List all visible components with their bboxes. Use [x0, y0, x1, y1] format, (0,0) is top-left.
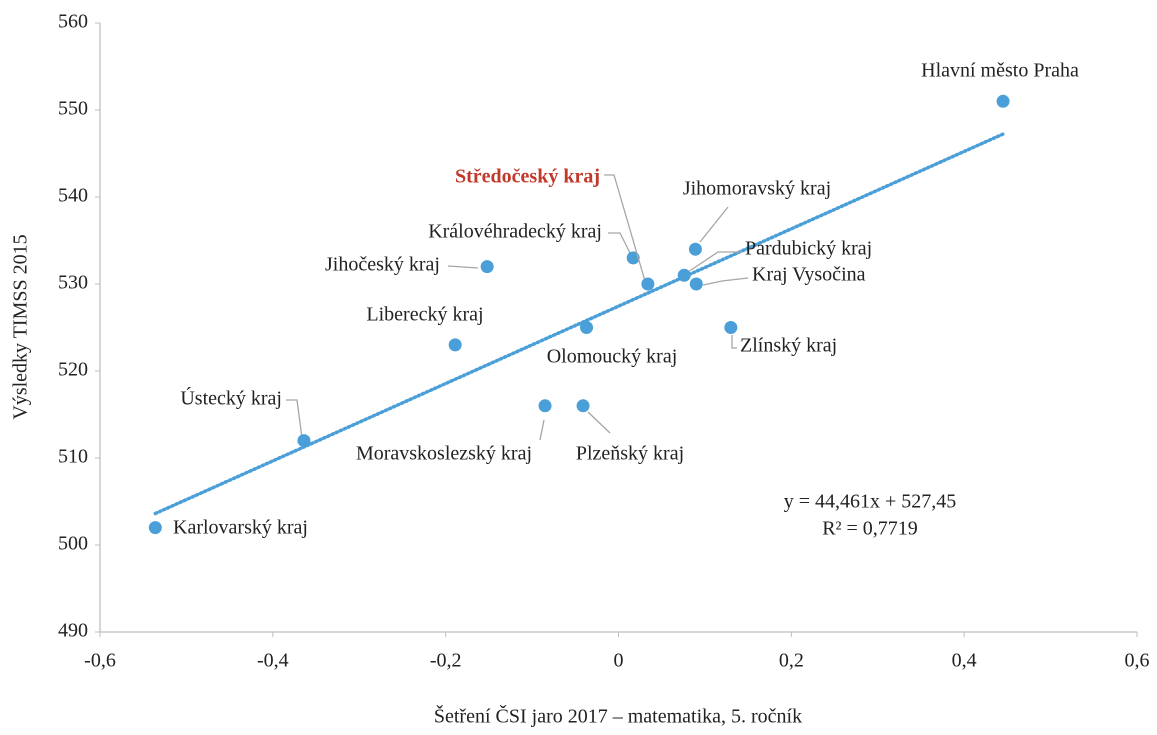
point: [996, 94, 1010, 108]
point-label: Hlavní město Praha: [921, 60, 1079, 82]
leader-line: [447, 265, 479, 269]
point-label: Zlínský kraj: [740, 335, 837, 357]
point: [688, 242, 702, 256]
y-tick-label: 560: [58, 11, 88, 33]
point-label: Ústecký kraj: [180, 386, 282, 410]
y-axis-title: Výsledky TIMSS 2015: [10, 234, 32, 419]
x-axis-title: Šetření ČSI jaro 2017 – matematika, 5. r…: [434, 704, 802, 728]
point-label: Moravskoslezský kraj: [356, 443, 532, 465]
x-tick-label: 0: [614, 650, 624, 672]
point: [448, 338, 462, 352]
leader-line: [286, 399, 303, 439]
trend-r2: R² = 0,7719: [822, 518, 918, 540]
point: [580, 321, 594, 334]
point-label: Jihomoravský kraj: [683, 178, 831, 200]
x-tick-label: 0,4: [952, 650, 977, 672]
point-label: Liberecký kraj: [366, 304, 483, 326]
x-tick-label: -0,6: [84, 650, 116, 672]
y-tick-label: 550: [58, 98, 88, 120]
y-tick-label: 530: [58, 272, 88, 294]
point-label: Karlovarský kraj: [173, 517, 308, 539]
x-tick-label: 0,6: [1125, 650, 1150, 672]
point-label: Olomoucký kraj: [547, 346, 678, 368]
leader-line: [608, 232, 632, 256]
point: [724, 321, 738, 334]
point: [480, 260, 494, 274]
point: [576, 399, 590, 413]
leader-line: [587, 411, 611, 434]
leader-line: [731, 335, 737, 349]
y-tick-label: 540: [58, 185, 88, 207]
point: [626, 251, 640, 265]
leader-line: [702, 277, 749, 286]
x-tick-label: -0,4: [257, 650, 289, 672]
leader-line: [699, 206, 729, 243]
point-label: Středočeský kraj: [455, 166, 600, 188]
y-tick-label: 490: [58, 620, 88, 642]
point: [297, 434, 311, 448]
y-tick-label: 510: [58, 446, 88, 468]
point: [677, 268, 691, 282]
x-tick-label: 0,2: [779, 650, 804, 672]
trendline: [153, 132, 1005, 516]
point-label: Plzeňský kraj: [576, 443, 684, 465]
point: [148, 521, 162, 535]
y-tick-label: 500: [58, 533, 88, 555]
point: [641, 277, 655, 291]
point: [689, 277, 703, 291]
leader-line: [687, 251, 742, 273]
x-tick-label: -0,2: [430, 650, 462, 672]
point: [538, 399, 552, 413]
point-label: Kraj Vysočina: [752, 264, 866, 286]
trend-equation: y = 44,461x + 527,45: [784, 491, 957, 513]
y-tick-label: 520: [58, 359, 88, 381]
leader-line: [604, 174, 646, 282]
point-label: Pardubický kraj: [745, 238, 872, 260]
point-label: Jihočeský kraj: [325, 254, 440, 276]
point-label: Královéhradecký kraj: [428, 221, 602, 243]
leader-line: [539, 419, 545, 441]
